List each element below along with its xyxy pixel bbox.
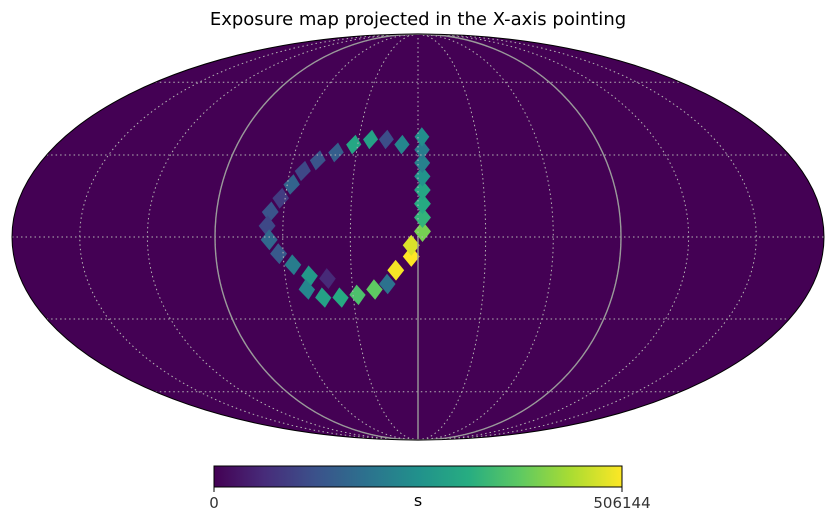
map-outline <box>11 33 825 441</box>
exposure-cell-24 <box>402 234 420 256</box>
exposure-cell-8 <box>272 187 290 209</box>
exposure-cell-27 <box>414 193 431 215</box>
exposure-cell-4 <box>328 142 344 163</box>
graticule-meridian <box>417 34 487 440</box>
exposure-cell-21 <box>379 273 396 295</box>
colorbar: 0 506144 s <box>209 465 651 512</box>
graticule-meridian <box>417 34 757 440</box>
graticule-meridian <box>282 34 419 440</box>
graticule-meridian <box>79 34 419 440</box>
exposure-cell-29 <box>414 166 431 187</box>
exposure-cell-3 <box>346 134 362 155</box>
exposure-cell-25 <box>414 220 431 242</box>
colorbar-gradient <box>213 465 623 488</box>
exposure-cell-32 <box>414 127 430 147</box>
exposure-cell-2 <box>363 129 379 150</box>
exposure-cell-22 <box>387 259 405 281</box>
exposure-cell-6 <box>294 160 311 182</box>
mollweide-sky-map <box>11 33 825 441</box>
exposure-cell-23 <box>402 246 420 267</box>
exposure-cell-15 <box>319 268 336 289</box>
exposure-cell-30 <box>414 152 431 174</box>
graticule-meridian <box>146 34 419 440</box>
exposure-cell-26 <box>414 207 431 228</box>
exposure-cell-28 <box>414 179 431 201</box>
colorbar-unit-label: s <box>414 491 422 510</box>
exposure-cell-16 <box>298 279 316 300</box>
colorbar-max-label: 506144 <box>593 494 650 512</box>
exposure-cell-12 <box>270 243 288 265</box>
exposure-cell-20 <box>366 279 383 300</box>
exposure-cell-1 <box>378 129 394 150</box>
colorbar-min-label: 0 <box>209 494 219 512</box>
exposure-cell-19 <box>349 284 366 306</box>
graticule-meridian <box>417 34 554 440</box>
exposure-cell-11 <box>260 229 278 251</box>
exposure-cell-0 <box>394 134 410 155</box>
exposure-cells <box>258 127 431 308</box>
exposure-cell-5 <box>309 150 326 171</box>
graticule-meridian <box>417 34 690 440</box>
exposure-cell-17 <box>315 287 332 308</box>
chart-title: Exposure map projected in the X-axis poi… <box>210 9 626 30</box>
exposure-cell-13 <box>284 254 302 276</box>
graticule-meridian <box>349 34 419 440</box>
exposure-cell-18 <box>332 287 349 308</box>
exposure-cell-7 <box>283 174 300 195</box>
